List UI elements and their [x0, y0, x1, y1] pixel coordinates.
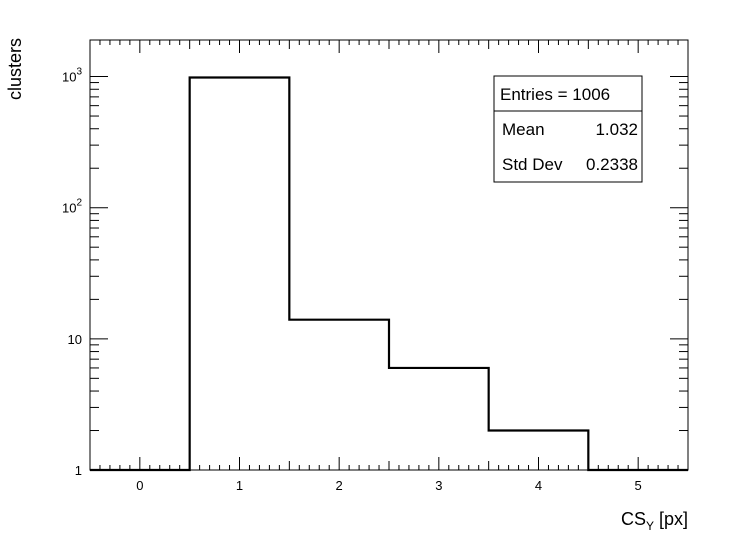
tick-labels: 0 1 2 3 4 5 1 10 102 103 [62, 67, 642, 493]
stats-box: Entries = 1006 Mean 1.032 Std Dev 0.2338 [493, 75, 643, 183]
x-tick-label: 0 [136, 478, 143, 493]
x-tick-label: 1 [236, 478, 243, 493]
x-tick-label: 2 [336, 478, 343, 493]
x-axis-label: CSY [px] [621, 509, 688, 533]
stats-entries: Entries = 1006 [500, 85, 610, 104]
x-axis-label-subscript: Y [646, 519, 654, 533]
plot-frame [89, 39, 689, 471]
stats-mean-label: Mean [502, 120, 545, 139]
stats-box-frame [493, 75, 643, 183]
histogram-outline [90, 76, 688, 472]
x-tick-label: 4 [535, 478, 542, 493]
y-tick-label: 103 [62, 67, 82, 85]
stats-mean-value: 1.032 [595, 120, 638, 139]
x-axis-label-main: CS [621, 509, 646, 529]
y-tick-label: 10 [68, 332, 82, 347]
minor-ticks [89, 40, 689, 470]
y-axis-label: clusters [5, 38, 25, 100]
stats-stddev-value: 0.2338 [586, 155, 638, 174]
x-tick-label: 5 [635, 478, 642, 493]
x-tick-label: 3 [435, 478, 442, 493]
y-tick-label: 102 [62, 198, 82, 216]
x-axis-label-unit: [px] [654, 509, 688, 529]
stats-stddev-label: Std Dev [502, 155, 563, 174]
y-tick-label: 1 [75, 463, 82, 478]
